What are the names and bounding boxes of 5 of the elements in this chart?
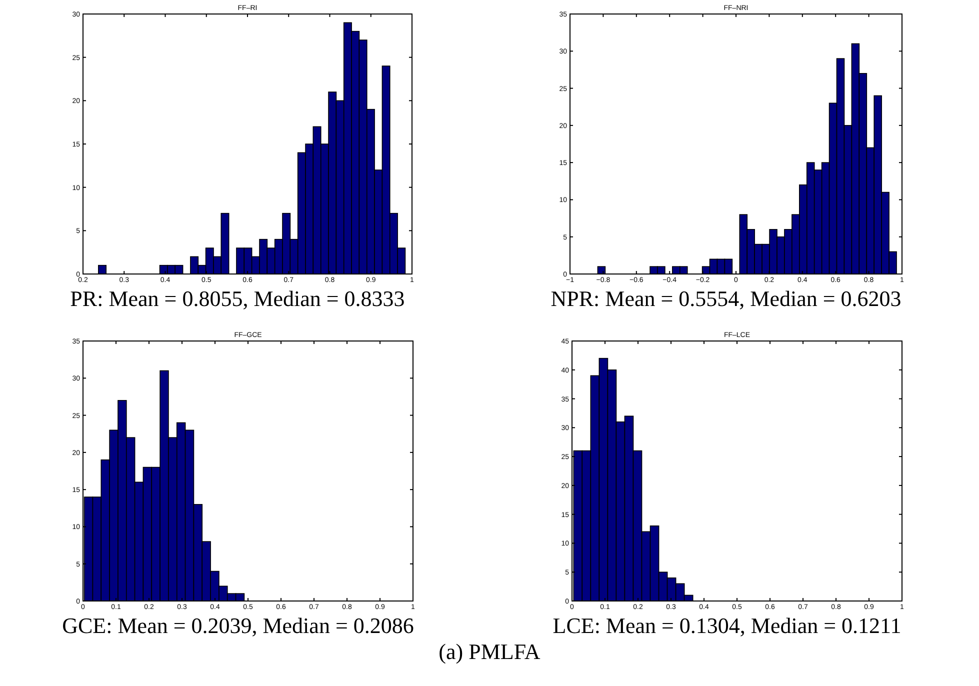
text: GCE: Mean = 0.2039, Median = 0.2086: [62, 613, 414, 638]
text: PR: Mean = 0.8055, Median = 0.8333: [70, 286, 405, 311]
text: LCE: Mean = 0.1304, Median = 0.1211: [552, 613, 902, 638]
text: NPR: Mean = 0.5554, Median = 0.6203: [550, 286, 902, 311]
text: (a) PMLFA: [438, 639, 540, 664]
